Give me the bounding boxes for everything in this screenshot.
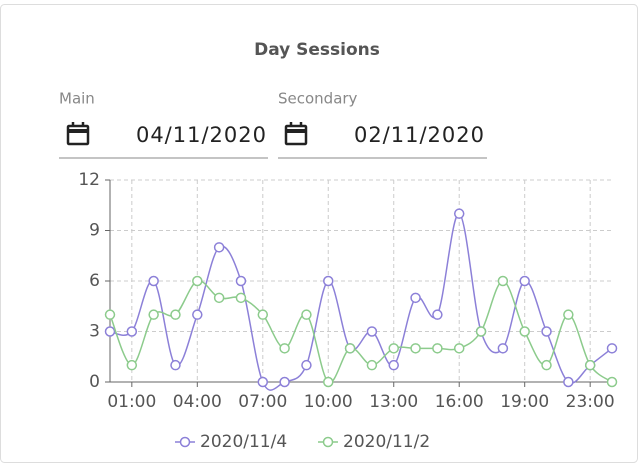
x-tick-label: 16:00 [435, 392, 484, 412]
x-tick-label: 19:00 [500, 392, 549, 412]
point [388, 359, 399, 371]
point [104, 309, 116, 320]
point [410, 292, 421, 304]
point [323, 275, 334, 287]
point [519, 326, 530, 337]
point [235, 292, 247, 304]
legend-swatch [179, 436, 191, 448]
point [519, 275, 530, 287]
calendar-icon[interactable] [284, 122, 308, 146]
point [126, 359, 138, 371]
point [366, 359, 378, 371]
point [497, 275, 509, 287]
point [213, 292, 225, 304]
legend-swatch [322, 436, 334, 448]
point [301, 359, 312, 371]
point [497, 343, 509, 354]
x-tick-label: 04:00 [173, 392, 222, 412]
point [279, 376, 290, 388]
point [279, 343, 290, 354]
point [126, 326, 138, 337]
x-tick-label: 23:00 [566, 392, 615, 412]
input-value: 04/11/2020 [136, 123, 267, 147]
input-label: Secondary [278, 90, 358, 108]
legend-item[interactable]: 2020/11/2 [318, 432, 430, 452]
y-tick-label: 12 [78, 170, 100, 190]
point [148, 275, 159, 287]
y-tick-label: 9 [89, 221, 100, 241]
x-tick-label: 07:00 [238, 392, 287, 412]
point [432, 309, 443, 320]
point [170, 359, 181, 371]
point [475, 326, 487, 337]
point [606, 376, 618, 388]
x-tick-label: 10:00 [304, 392, 353, 412]
x-tick-label: 13:00 [369, 392, 418, 412]
point [410, 343, 421, 354]
point [366, 326, 378, 337]
point [170, 309, 181, 320]
y-tick-label: 3 [89, 322, 100, 342]
chart: 0 3 6 9 12 01:00 04:00 07:00 10:00 13:00 16:00 19:0… [78, 170, 618, 452]
point [563, 376, 574, 388]
x-tick-label: 01:00 [107, 392, 156, 412]
point [453, 208, 465, 219]
title: Day Sessions [254, 40, 380, 60]
point [344, 343, 356, 354]
point [606, 343, 618, 354]
point [257, 376, 269, 388]
input-value: 02/11/2020 [354, 123, 485, 147]
point [301, 309, 312, 320]
legend-label: 2020/11/4 [200, 432, 287, 452]
main-input[interactable]: Main 04/11/2020 [59, 90, 268, 159]
card [0, 4, 638, 463]
point [104, 326, 116, 337]
point [541, 326, 552, 337]
point [257, 309, 269, 320]
legend-label: 2020/11/2 [343, 432, 430, 452]
point [192, 309, 203, 320]
point [192, 275, 203, 287]
y-tick-label: 0 [89, 372, 100, 392]
input-label: Main [59, 90, 95, 108]
point [453, 343, 465, 354]
point [584, 359, 596, 371]
secondary-input[interactable]: Secondary 02/11/2020 [278, 90, 487, 159]
point [541, 359, 552, 371]
point [148, 309, 159, 320]
point [235, 275, 247, 287]
point [323, 376, 334, 388]
point [388, 343, 399, 354]
calendar-icon[interactable] [66, 122, 90, 146]
y-tick-label: 6 [89, 271, 100, 291]
legend-item[interactable]: 2020/11/4 [175, 432, 287, 452]
point [432, 343, 443, 354]
point [563, 309, 574, 320]
point [213, 242, 225, 253]
